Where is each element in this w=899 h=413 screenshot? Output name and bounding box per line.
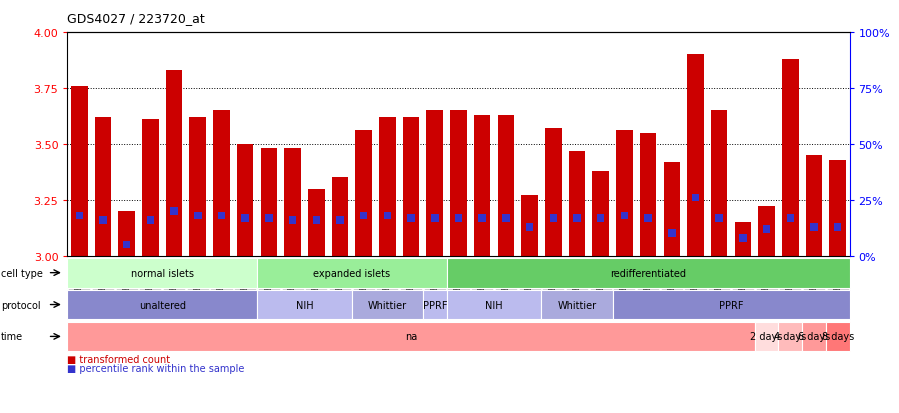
Text: redifferentiated: redifferentiated	[610, 268, 686, 278]
Bar	[691, 194, 699, 202]
Bar	[165, 71, 182, 256]
Text: GDS4027 / 223720_at: GDS4027 / 223720_at	[67, 12, 205, 25]
Bar	[426, 111, 443, 256]
Bar	[265, 214, 272, 222]
Text: expanded islets: expanded islets	[313, 268, 390, 278]
Bar	[213, 111, 230, 256]
Text: ■ transformed count: ■ transformed count	[67, 354, 171, 364]
Bar	[355, 131, 372, 256]
Bar	[76, 212, 83, 220]
Bar	[498, 116, 514, 256]
Bar	[503, 214, 510, 222]
Text: Whittier: Whittier	[368, 300, 407, 310]
Text: na: na	[405, 332, 417, 342]
Bar	[313, 216, 320, 224]
Bar	[687, 55, 704, 256]
Text: ■ percentile rank within the sample: ■ percentile rank within the sample	[67, 363, 245, 373]
Bar	[545, 129, 562, 256]
Bar	[332, 178, 348, 256]
Bar	[237, 145, 254, 256]
Bar	[526, 223, 533, 231]
Bar	[616, 131, 633, 256]
Text: 4 days: 4 days	[774, 332, 806, 342]
Bar	[739, 234, 747, 242]
Bar	[431, 214, 439, 222]
Bar	[806, 156, 823, 256]
Bar	[834, 223, 841, 231]
Text: cell type: cell type	[1, 268, 43, 278]
Text: NIH: NIH	[485, 300, 503, 310]
Text: unaltered: unaltered	[138, 300, 186, 310]
Bar	[759, 207, 775, 256]
Bar	[782, 60, 798, 256]
Bar	[142, 120, 159, 256]
Bar	[521, 196, 538, 256]
Bar	[218, 212, 226, 220]
Bar	[147, 216, 154, 224]
Text: 8 days: 8 days	[822, 332, 854, 342]
Text: time: time	[1, 332, 23, 342]
Bar	[597, 214, 604, 222]
Text: normal islets: normal islets	[130, 268, 193, 278]
Bar	[569, 151, 585, 256]
Bar	[716, 214, 723, 222]
Bar	[190, 118, 206, 256]
Bar	[450, 111, 467, 256]
Bar	[734, 223, 752, 256]
Bar	[123, 241, 130, 249]
Text: PPRF: PPRF	[719, 300, 743, 310]
Bar	[474, 116, 491, 256]
Bar	[261, 149, 277, 256]
Bar	[478, 214, 486, 222]
Bar	[308, 189, 325, 256]
Bar	[99, 216, 107, 224]
Bar	[763, 225, 770, 233]
Bar	[663, 162, 680, 256]
Bar	[170, 208, 178, 215]
Bar	[645, 214, 652, 222]
Bar	[242, 214, 249, 222]
Bar	[403, 118, 419, 256]
Bar	[668, 230, 675, 237]
Bar	[289, 216, 297, 224]
Bar	[407, 214, 414, 222]
Bar	[455, 214, 462, 222]
Bar	[284, 149, 301, 256]
Bar	[119, 211, 135, 256]
Bar	[787, 214, 794, 222]
Bar	[384, 212, 391, 220]
Bar	[640, 133, 656, 256]
Text: 6 days: 6 days	[798, 332, 830, 342]
Bar	[336, 216, 343, 224]
Text: protocol: protocol	[1, 300, 40, 310]
Text: Whittier: Whittier	[557, 300, 597, 310]
Bar	[194, 212, 201, 220]
Bar	[574, 214, 581, 222]
Bar	[620, 212, 628, 220]
Bar	[592, 171, 609, 256]
Text: PPRF: PPRF	[423, 300, 447, 310]
Text: NIH: NIH	[296, 300, 313, 310]
Bar	[360, 212, 368, 220]
Bar	[94, 118, 111, 256]
Bar	[549, 214, 557, 222]
Bar	[810, 223, 818, 231]
Bar	[711, 111, 727, 256]
Bar	[379, 118, 396, 256]
Bar	[830, 160, 846, 256]
Bar	[71, 87, 87, 256]
Text: 2 days: 2 days	[751, 332, 783, 342]
